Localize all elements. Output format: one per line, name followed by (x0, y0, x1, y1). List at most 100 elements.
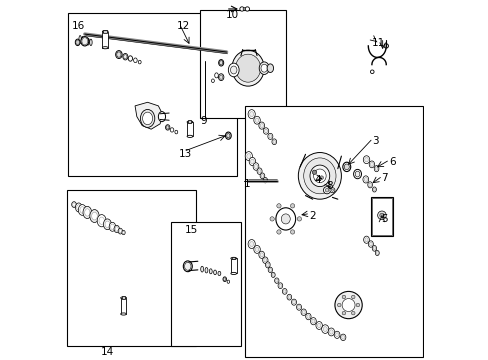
Ellipse shape (274, 278, 278, 283)
Ellipse shape (121, 313, 126, 315)
Circle shape (379, 213, 383, 217)
Ellipse shape (371, 246, 376, 251)
Ellipse shape (342, 162, 350, 172)
Ellipse shape (267, 267, 272, 273)
Bar (187, 122, 192, 136)
Ellipse shape (84, 37, 86, 45)
Ellipse shape (81, 37, 88, 46)
Ellipse shape (235, 54, 260, 82)
Text: 16: 16 (71, 21, 84, 31)
Ellipse shape (260, 253, 263, 257)
Ellipse shape (200, 266, 203, 272)
Ellipse shape (105, 221, 109, 228)
Circle shape (312, 170, 316, 174)
Ellipse shape (253, 116, 260, 124)
Ellipse shape (166, 126, 169, 129)
Ellipse shape (76, 40, 79, 45)
Circle shape (331, 189, 333, 191)
Ellipse shape (84, 209, 90, 216)
Ellipse shape (364, 238, 367, 242)
Ellipse shape (187, 121, 192, 123)
Ellipse shape (310, 318, 316, 325)
Ellipse shape (264, 179, 266, 182)
Ellipse shape (309, 165, 329, 186)
Ellipse shape (219, 75, 223, 79)
Bar (244, 106, 422, 357)
Circle shape (243, 8, 245, 10)
Ellipse shape (255, 247, 258, 252)
Ellipse shape (260, 173, 264, 179)
Ellipse shape (218, 271, 221, 276)
Circle shape (297, 217, 301, 221)
Circle shape (276, 204, 281, 208)
Ellipse shape (313, 169, 325, 183)
Text: 10: 10 (225, 10, 238, 20)
Bar (171, 222, 241, 346)
Bar (371, 198, 391, 235)
Ellipse shape (183, 261, 192, 272)
Ellipse shape (372, 247, 375, 250)
Ellipse shape (122, 54, 127, 60)
Ellipse shape (275, 208, 295, 230)
Ellipse shape (187, 135, 192, 138)
Ellipse shape (306, 315, 309, 318)
Ellipse shape (323, 327, 326, 332)
Ellipse shape (265, 262, 269, 268)
Ellipse shape (298, 153, 341, 199)
Ellipse shape (362, 176, 368, 183)
Ellipse shape (344, 164, 348, 170)
Ellipse shape (278, 283, 282, 288)
Ellipse shape (97, 215, 106, 227)
Ellipse shape (266, 263, 268, 266)
Ellipse shape (138, 60, 141, 64)
Ellipse shape (230, 273, 236, 275)
Bar (68, 13, 237, 176)
Ellipse shape (226, 280, 229, 283)
Ellipse shape (260, 123, 263, 127)
Ellipse shape (258, 251, 264, 258)
Ellipse shape (102, 47, 108, 49)
Ellipse shape (266, 64, 273, 72)
Ellipse shape (249, 242, 253, 247)
Ellipse shape (116, 51, 122, 58)
Ellipse shape (158, 112, 165, 122)
Circle shape (342, 311, 345, 315)
Ellipse shape (367, 182, 372, 188)
Ellipse shape (81, 36, 84, 44)
Ellipse shape (315, 321, 322, 329)
Ellipse shape (115, 227, 118, 231)
Ellipse shape (368, 161, 374, 168)
Ellipse shape (75, 203, 82, 212)
Ellipse shape (223, 277, 226, 282)
Ellipse shape (267, 133, 272, 139)
Circle shape (342, 295, 345, 299)
Text: 11: 11 (371, 38, 385, 48)
Ellipse shape (142, 112, 152, 125)
Ellipse shape (219, 60, 223, 65)
Ellipse shape (364, 158, 367, 162)
Bar (103, 30, 107, 33)
Ellipse shape (170, 128, 173, 132)
Ellipse shape (375, 251, 379, 256)
Ellipse shape (140, 109, 155, 127)
Ellipse shape (372, 188, 375, 191)
Ellipse shape (110, 224, 114, 229)
Circle shape (325, 188, 328, 192)
Ellipse shape (122, 230, 125, 235)
Ellipse shape (79, 36, 81, 44)
Bar (122, 296, 125, 298)
Ellipse shape (363, 236, 368, 243)
Ellipse shape (119, 229, 122, 233)
Ellipse shape (122, 231, 124, 234)
Ellipse shape (255, 118, 258, 122)
Ellipse shape (253, 246, 260, 253)
Ellipse shape (279, 284, 281, 287)
Ellipse shape (302, 310, 305, 314)
Ellipse shape (263, 128, 268, 134)
Ellipse shape (223, 278, 225, 281)
Ellipse shape (128, 56, 132, 61)
Text: 15: 15 (185, 225, 198, 235)
Ellipse shape (254, 165, 257, 168)
Ellipse shape (286, 294, 291, 300)
Ellipse shape (305, 313, 310, 320)
